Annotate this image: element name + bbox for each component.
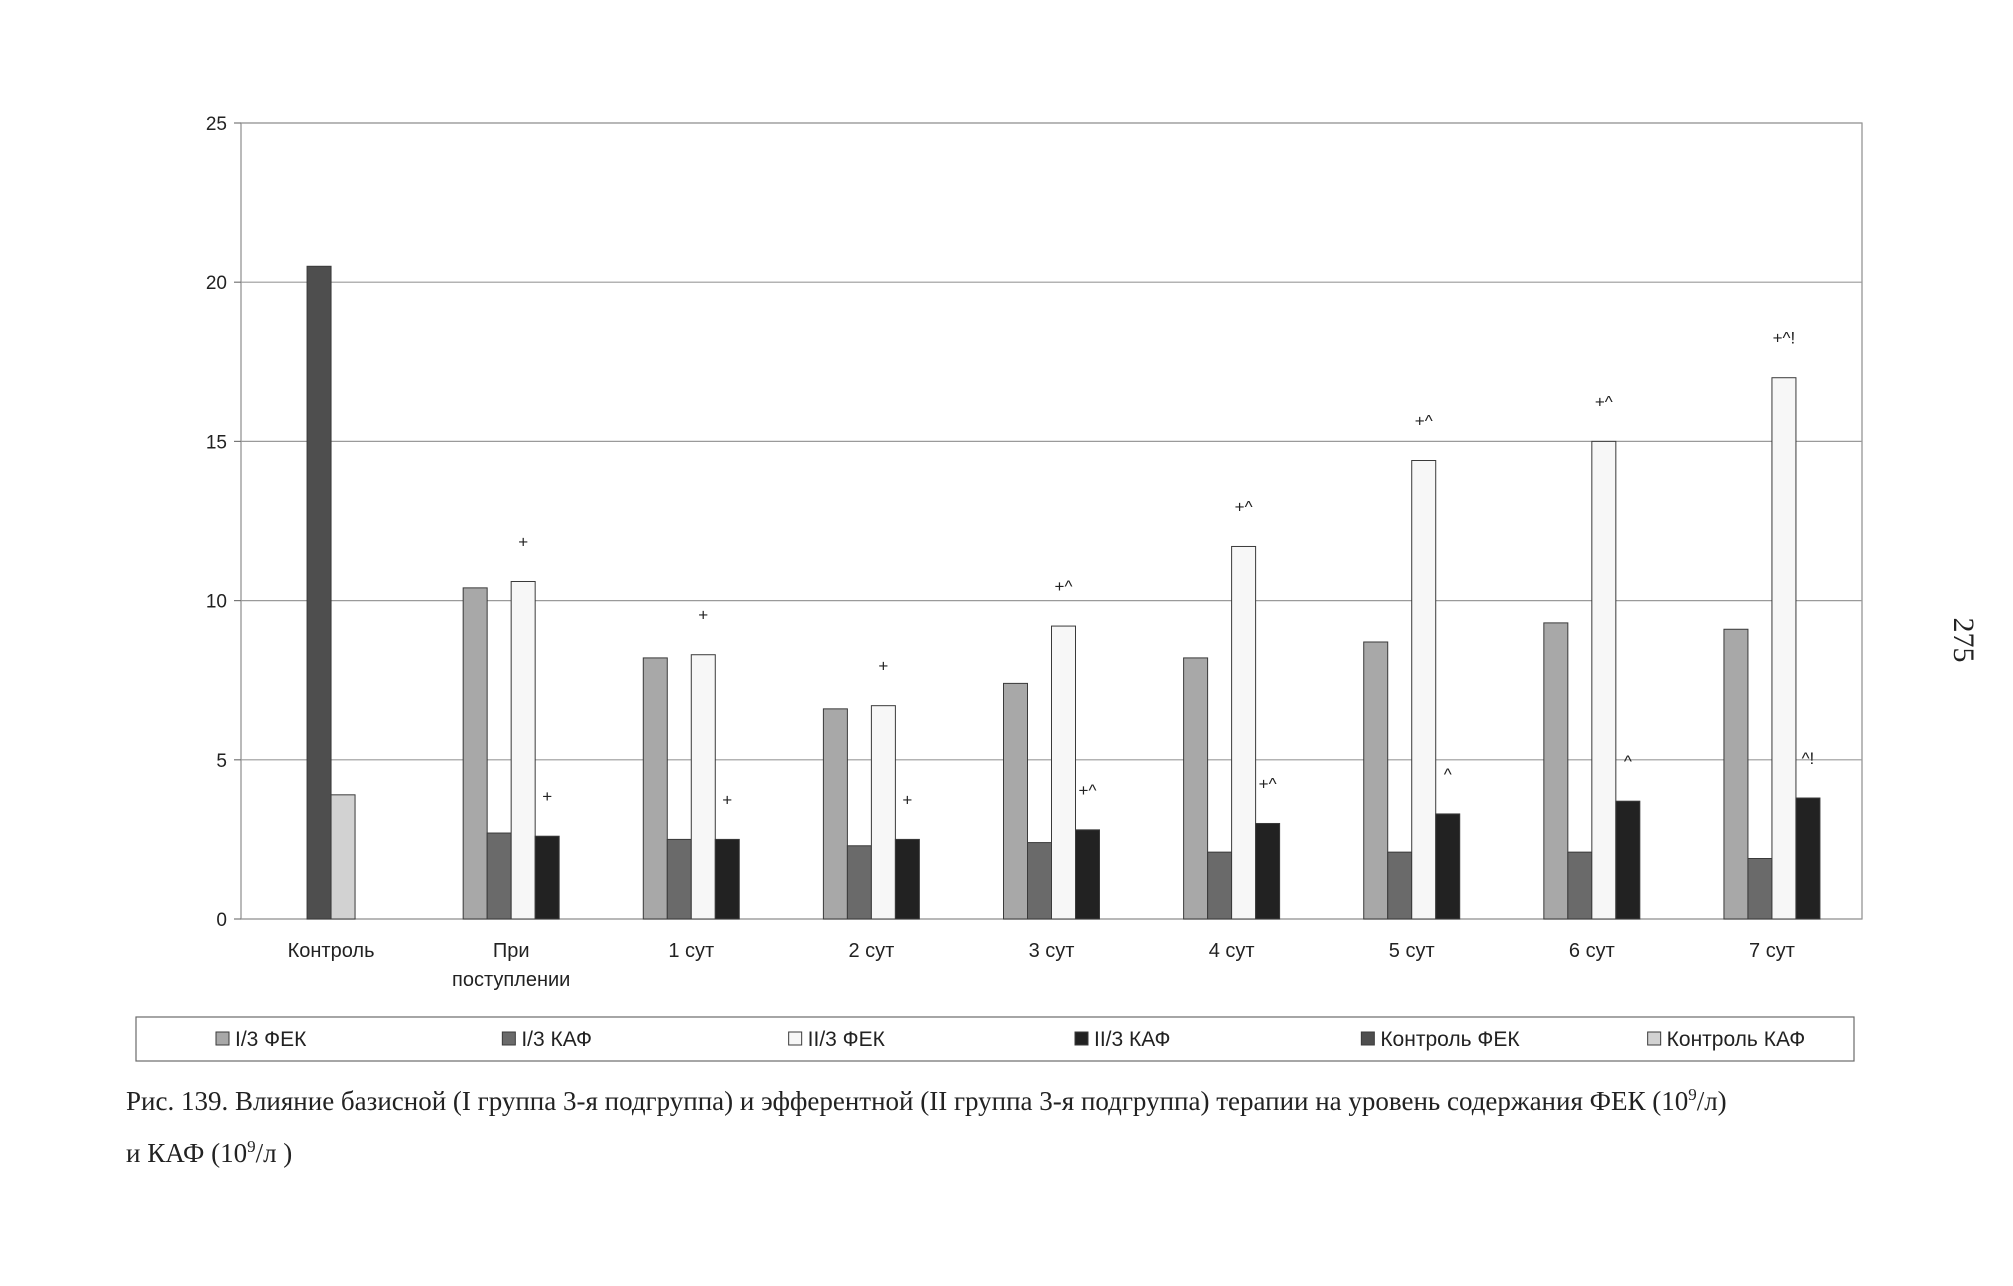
y-tick-label: 15 — [206, 432, 227, 453]
caption-unit-1: /л) — [1696, 1086, 1727, 1116]
bar — [1567, 851, 1593, 920]
annotation-label: ^ — [1624, 752, 1632, 771]
legend-box — [135, 1016, 1855, 1062]
y-tick-label: 0 — [216, 910, 227, 931]
legend-label: II/3 КАФ — [1094, 1028, 1171, 1051]
bar — [330, 794, 356, 920]
annotation-label: +^! — [1773, 329, 1796, 348]
annotation-label: + — [698, 606, 708, 625]
annotation-label: + — [518, 532, 528, 551]
bar — [846, 845, 872, 920]
caption-exponent-2: 9 — [247, 1137, 256, 1156]
bar — [894, 838, 920, 920]
legend-label: Контроль ФЕК — [1380, 1028, 1520, 1051]
bar — [534, 835, 560, 920]
legend-label: I/3 КАФ — [521, 1028, 592, 1051]
bar — [462, 587, 488, 920]
bar — [822, 708, 848, 920]
bar — [1003, 682, 1028, 920]
bar — [1027, 842, 1052, 920]
bar — [1591, 440, 1617, 920]
legend-label: II/3 ФЕК — [808, 1028, 886, 1051]
bar — [1771, 377, 1797, 920]
bar — [1435, 813, 1461, 920]
y-tick-label: 10 — [206, 592, 227, 613]
annotation-label: +^ — [1259, 774, 1277, 793]
bar — [1207, 851, 1233, 920]
legend: I/3 ФЕК I/3 КАФ II/3 ФЕК II/3 КАФ Контроль Ф… — [135, 1016, 1855, 1062]
category-label: 6 сут — [1569, 940, 1615, 962]
caption-unit-2: /л ) — [255, 1138, 293, 1168]
bar — [1363, 641, 1389, 920]
bar — [1723, 628, 1749, 920]
category-label: 1 сут — [668, 940, 714, 962]
category-label: 7 сут — [1749, 940, 1795, 962]
bar — [1075, 829, 1100, 920]
y-axis: 0 5 10 15 20 25 — [206, 114, 241, 931]
caption-text-2: и КАФ (10 — [126, 1138, 248, 1168]
category-label: поступлении — [452, 969, 570, 991]
category-label: При — [493, 940, 530, 962]
bar — [666, 838, 692, 920]
bar — [1051, 625, 1076, 920]
bar — [1411, 460, 1437, 920]
bars — [306, 265, 1821, 920]
category-label: 5 сут — [1389, 940, 1435, 962]
legend-swatch — [788, 1031, 803, 1046]
caption-text-1: Рис. 139. Влияние базисной (I группа 3-я… — [126, 1086, 1689, 1116]
bar — [1231, 545, 1257, 920]
y-tick-label: 25 — [206, 114, 227, 135]
bar — [1255, 822, 1281, 920]
bar — [1747, 858, 1773, 920]
category-label: 4 сут — [1209, 940, 1255, 962]
bar — [306, 265, 332, 920]
bar — [1183, 657, 1209, 920]
bar — [510, 580, 536, 920]
annotation-label: +^ — [1079, 781, 1097, 800]
annotation-label: +^ — [1235, 497, 1253, 516]
caption-line-1: Рис. 139. Влияние базисной (I группа 3-я… — [126, 1075, 1906, 1127]
annotation-label: +^ — [1415, 412, 1433, 431]
y-tick-label: 20 — [206, 273, 227, 294]
annotation-label: + — [902, 790, 912, 809]
bar — [870, 705, 896, 920]
y-tick-label: 5 — [216, 751, 227, 772]
bar — [690, 654, 716, 920]
annotation-label: +^ — [1595, 392, 1613, 411]
bar — [714, 838, 740, 920]
annotation-label: + — [722, 790, 732, 809]
legend-swatch — [501, 1031, 516, 1046]
annotation-label: + — [878, 657, 888, 676]
annotation-label: ^! — [1802, 749, 1815, 768]
bar — [1615, 800, 1641, 920]
legend-swatch — [215, 1031, 230, 1046]
legend-label: Контроль КАФ — [1667, 1028, 1806, 1051]
caption-exponent-1: 9 — [1688, 1085, 1697, 1104]
legend-swatch — [1074, 1031, 1089, 1046]
category-label: 3 сут — [1029, 940, 1075, 962]
bar — [1795, 797, 1821, 920]
legend-swatch — [1360, 1031, 1375, 1046]
page-number: 275 — [1947, 617, 1980, 663]
bar — [1543, 622, 1569, 920]
figure-caption: Рис. 139. Влияние базисной (I группа 3-я… — [126, 1075, 1906, 1179]
x-axis: Контроль При поступлении 1 сут 2 сут 3 сут 4 с… — [288, 940, 1795, 991]
annotation-label: + — [542, 787, 552, 806]
bar — [642, 657, 668, 920]
caption-line-2: и КАФ (109/л ) — [126, 1127, 1906, 1179]
bar — [1387, 851, 1413, 920]
category-label: 2 сут — [848, 940, 894, 962]
legend-swatch — [1647, 1031, 1662, 1046]
significance-annotations: + + + + + + +^ +^ +^ +^ +^ ^ +^ ^ +^! ^! — [518, 329, 1814, 810]
annotation-label: ^ — [1444, 765, 1452, 784]
bar — [486, 832, 512, 920]
legend-label: I/3 ФЕК — [235, 1028, 307, 1051]
annotation-label: +^ — [1055, 577, 1073, 596]
category-label: Контроль — [288, 940, 375, 962]
